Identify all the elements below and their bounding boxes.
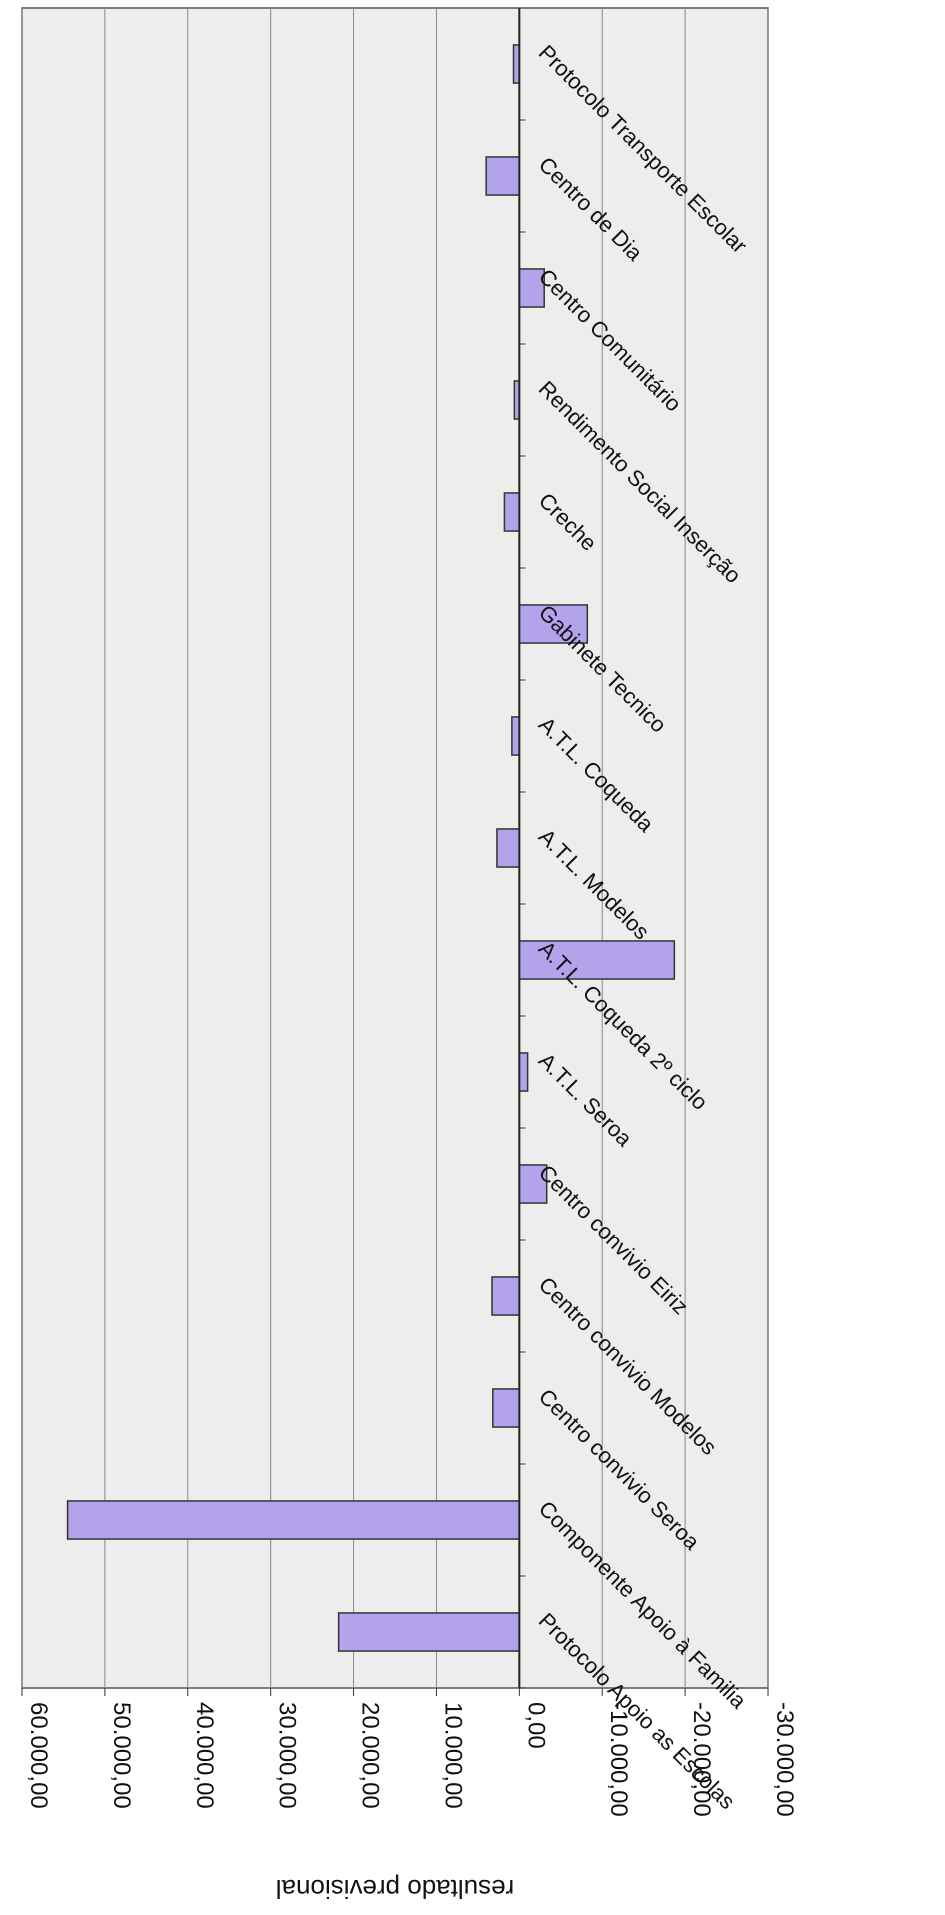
bar [518,1052,529,1092]
tick-label: -10.000,00 [605,1702,632,1817]
tick-label: 20.000,00 [357,1702,384,1809]
tick-label: 50.000,00 [108,1702,135,1809]
bar [518,604,589,644]
bar [511,716,521,756]
tick-label: 30.000,00 [274,1702,301,1809]
bar [337,1612,521,1652]
tick-label: 10.000,00 [439,1702,466,1809]
tick-label: 40.000,00 [191,1702,218,1809]
plot-area [21,7,769,1689]
tick-label: -30.000,00 [771,1702,798,1817]
bar [485,156,521,196]
bar [496,828,521,868]
tick-label: -20.000,00 [688,1702,715,1817]
tick-label: 0,00 [522,1702,549,1749]
bar [503,492,521,532]
axis-title: resultado previsional [276,1874,514,1904]
bar [492,1388,521,1428]
tick-label: 60.000,00 [25,1702,52,1809]
bar [66,1500,521,1540]
bar [491,1276,521,1316]
